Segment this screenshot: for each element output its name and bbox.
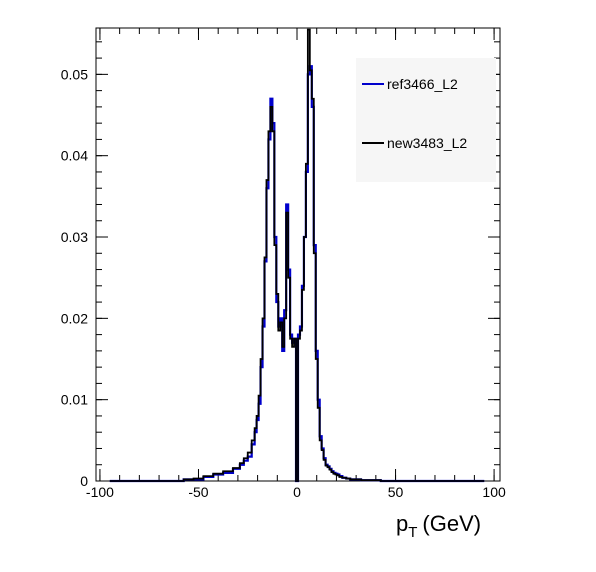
x-tick-label: 50 [388,484,404,500]
series-layer [109,28,485,483]
y-tick-label: 0.03 [61,229,88,245]
legend: ref3466_L2 new3483_L2 [356,58,496,182]
x-tick-label: -50 [188,484,208,500]
x-axis-title: pT (GeV) [396,511,481,541]
legend-box [356,58,496,182]
y-tick-label: 0.01 [61,392,88,408]
legend-label-ref3466: ref3466_L2 [387,76,458,92]
legend-label-new3483: new3483_L2 [387,135,467,151]
x-axis: -100 -50 0 50 100 [86,28,506,500]
y-tick-label: 0.02 [61,310,88,326]
x-axis-title-symbol: p [396,511,408,536]
y-tick-label: 0.05 [61,66,88,82]
y-tick-label: 0 [80,473,88,489]
y-tick-label: 0.04 [61,148,88,164]
x-axis-title-subscript: T [408,524,417,541]
x-tick-label: -100 [86,484,114,500]
series-line-new3483_L2 [109,28,485,482]
x-tick-label: 0 [293,484,301,500]
x-axis-title-unit: (GeV) [422,511,481,536]
x-tick-label: 100 [482,484,506,500]
